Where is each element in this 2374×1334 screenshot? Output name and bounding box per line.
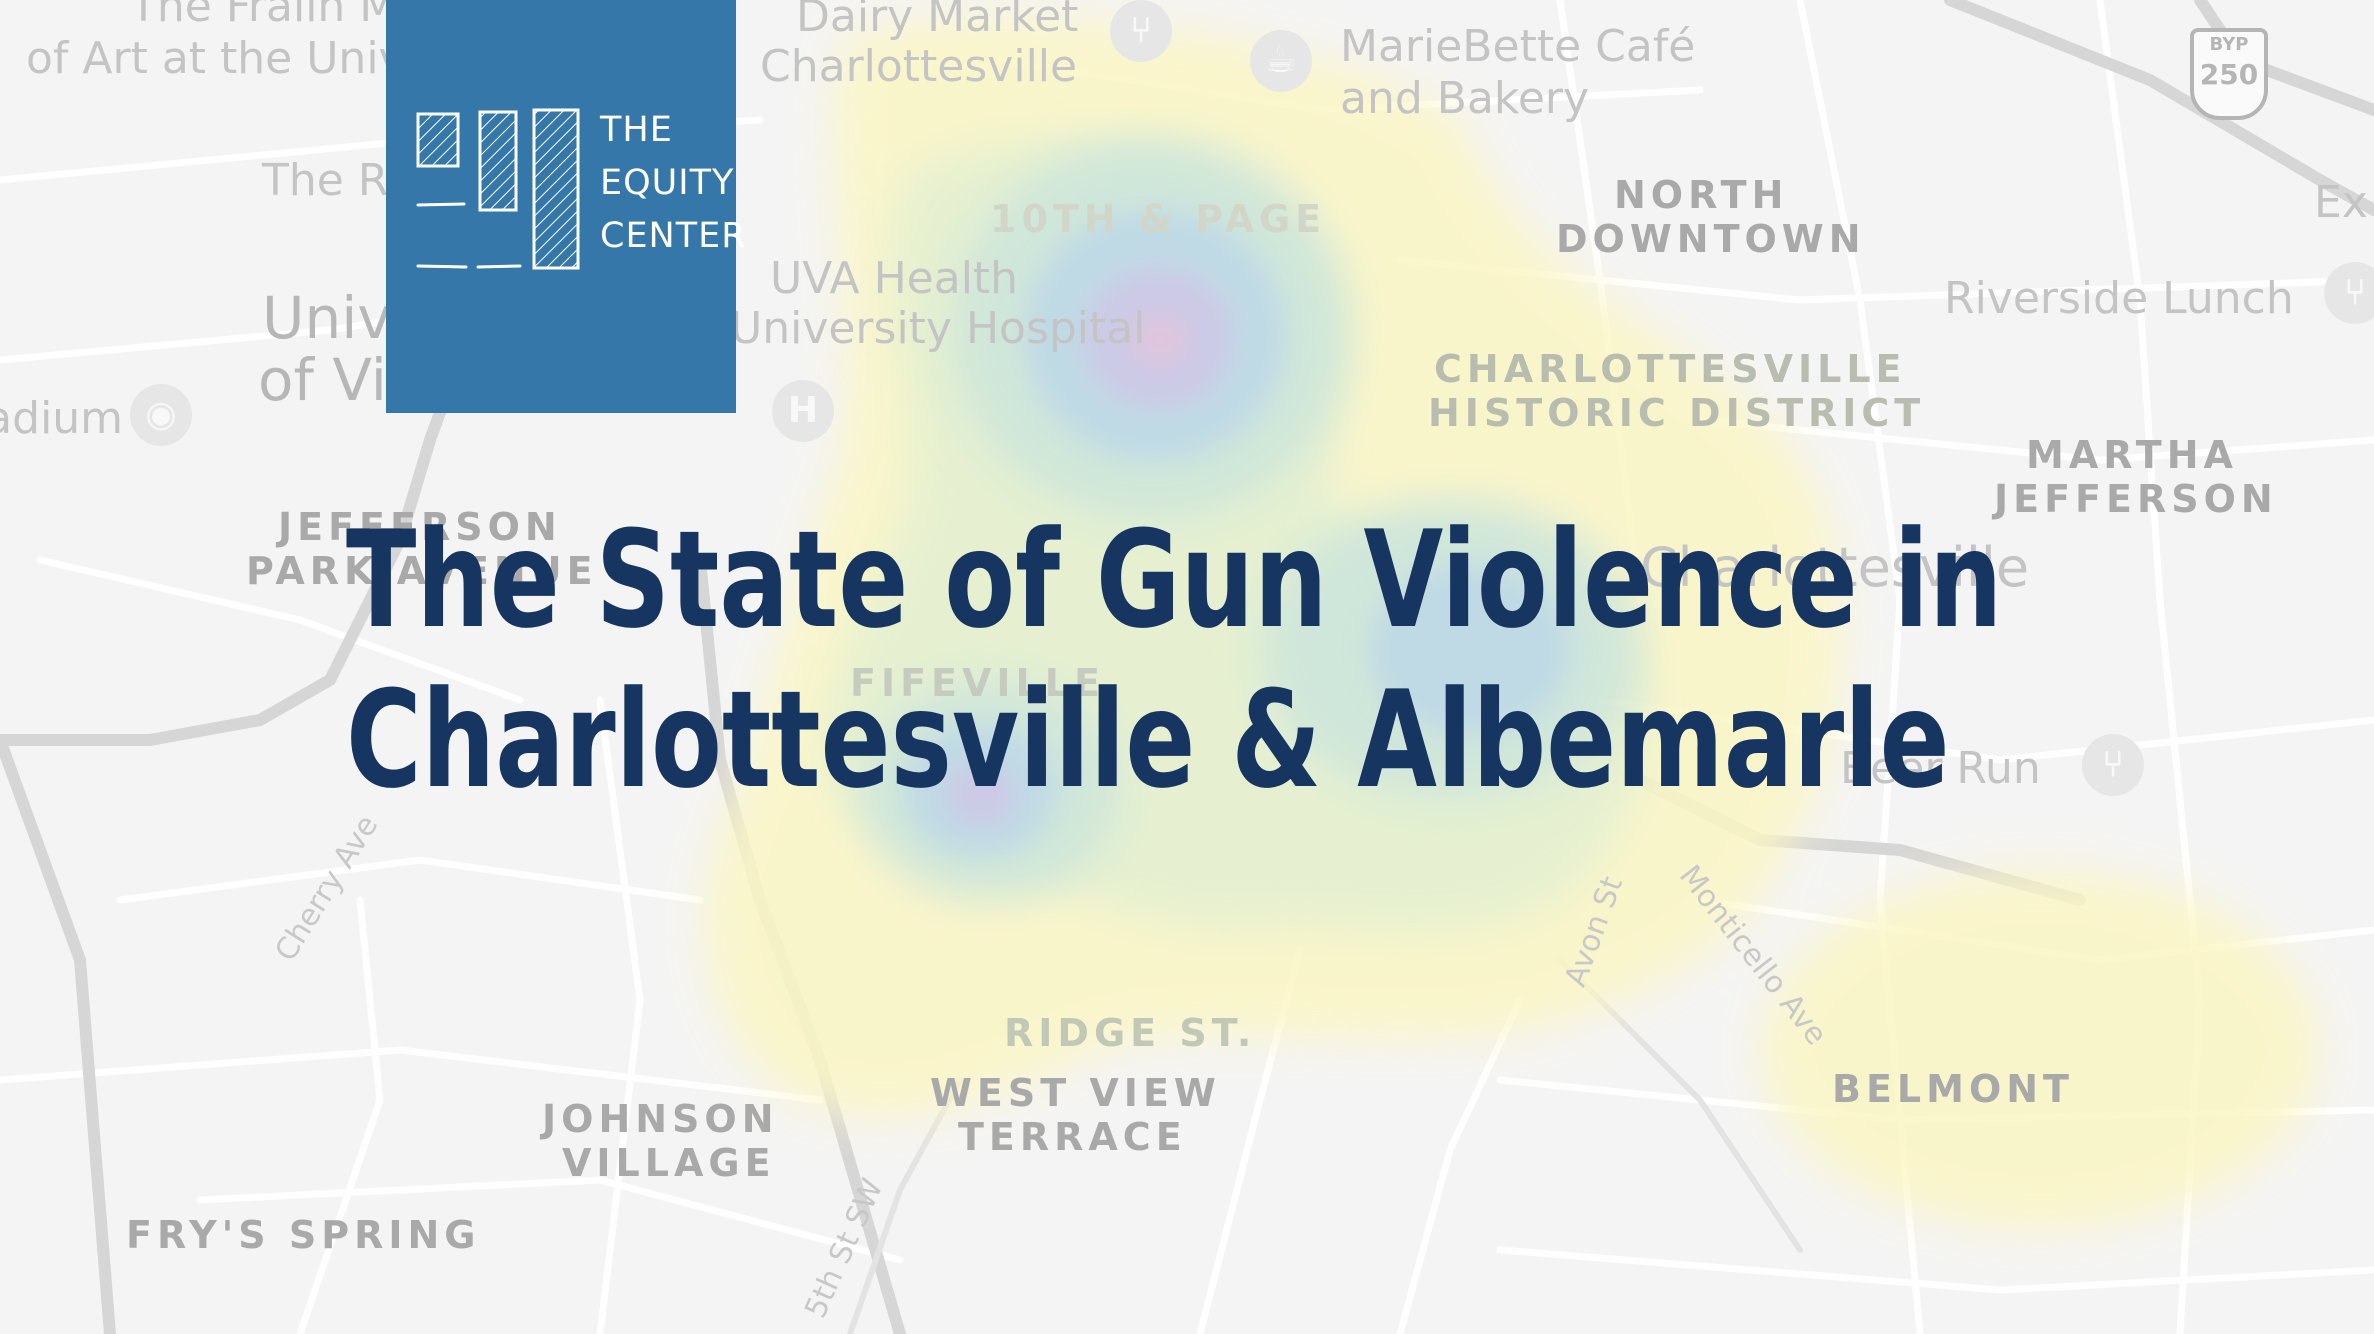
map-label-ridge-st: RIDGE ST. xyxy=(1004,1011,1257,1055)
map-label-tenth-page: 10TH & PAGE xyxy=(990,197,1327,241)
map-label-uva-health-2: University Hospital xyxy=(730,303,1146,354)
map-label-charlottesville: Charlottesville xyxy=(1640,536,2030,599)
page-title: The State of Gun Violence in Charlottesv… xyxy=(346,500,2246,820)
stadium-icon: ◉ xyxy=(130,384,192,446)
map-label-beer-run: Beer Run xyxy=(1840,743,2041,794)
map-label-fifeville: FIFEVILLE xyxy=(850,661,1105,705)
restaurant-icon: ⑂ xyxy=(1110,0,1172,62)
title-line-2: Charlottesville & Albemarle xyxy=(346,662,1950,818)
map-label-jefferson-park: JEFFERSON xyxy=(278,505,562,549)
gun-violence-heatmap xyxy=(705,15,2320,1230)
restaurant-icon: ⑂ xyxy=(2082,734,2144,796)
map-label-mariebette: MarieBette Café xyxy=(1340,21,1696,72)
map-label-stadium: Stadium xyxy=(0,393,124,444)
bar-chart-logo-icon xyxy=(416,108,580,270)
map-label-north-downtown: NORTH xyxy=(1614,173,1789,217)
logo-wordmark: THE EQUITY CENTER xyxy=(600,104,747,263)
route-250-shield: BYP 250 xyxy=(2190,28,2268,120)
map-label-ex: Ex xyxy=(2314,177,2368,228)
title-line-1: The State of Gun Violence in xyxy=(346,502,2003,658)
map-label-mariebette-2: and Bakery xyxy=(1340,73,1590,124)
map-label-johnson-village: JOHNSON xyxy=(542,1097,779,1141)
map-label-uva-health: UVA Health xyxy=(770,253,1019,304)
cafe-icon: ☕ xyxy=(1250,30,1312,92)
logo-text-line: EQUITY xyxy=(600,163,735,203)
map-label-riverside: Riverside Lunch xyxy=(1944,273,2294,324)
hospital-icon: H xyxy=(772,380,834,442)
map-label-belmont: BELMONT xyxy=(1832,1067,2074,1111)
map-label-martha-jefferson: MARTHA xyxy=(2026,433,2238,477)
restaurant-icon: ⑂ xyxy=(2324,262,2374,324)
map-label-frys-spring: FRY'S SPRING xyxy=(126,1213,481,1257)
map-label-jefferson-park-2: PARK AVENUE xyxy=(246,549,598,593)
map-label-dairy-market: Dairy Market xyxy=(796,0,1079,42)
map-label-historic-district: CHARLOTTESVILLE xyxy=(1434,347,1907,391)
map-label-west-view-terrace-2: TERRACE xyxy=(958,1115,1187,1159)
map-label-historic-district-2: HISTORIC DISTRICT xyxy=(1428,391,1926,435)
map-label-north-downtown-2: DOWNTOWN xyxy=(1556,217,1866,261)
map-label-martha-jefferson-2: JEFFERSON xyxy=(1994,477,2278,521)
map-label-west-view-terrace: WEST VIEW xyxy=(930,1071,1221,1115)
logo-text-line: CENTER xyxy=(600,216,747,256)
map-label-johnson-village-2: VILLAGE xyxy=(562,1141,776,1185)
logo-text-line: THE xyxy=(600,110,673,150)
map-label-dairy-market-2: Charlottesville xyxy=(760,41,1078,92)
equity-center-logo: THE EQUITY CENTER xyxy=(386,0,746,413)
